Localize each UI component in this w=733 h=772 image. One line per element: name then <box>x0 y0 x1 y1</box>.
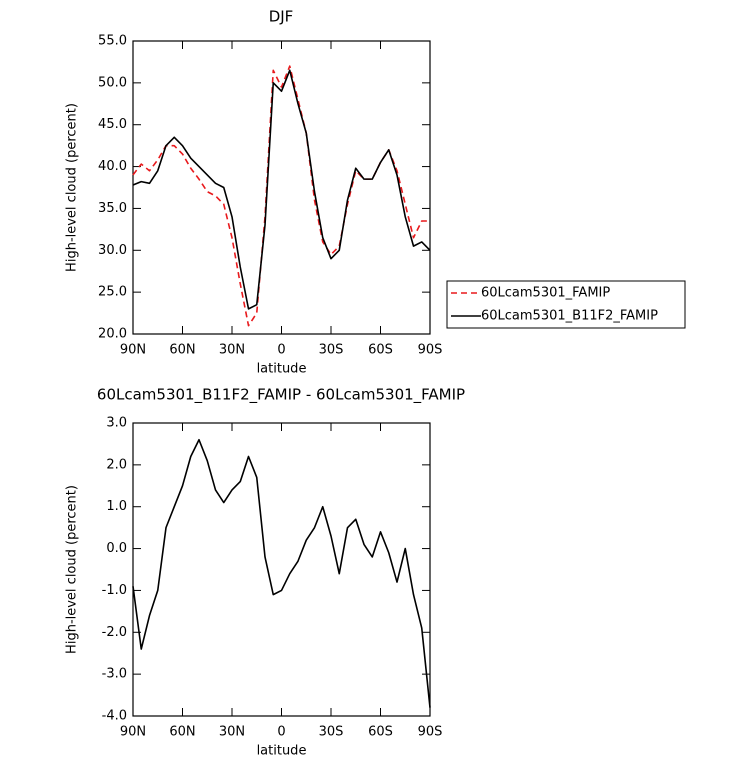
y-tick-label: 45.0 <box>98 117 127 132</box>
chart-title: 60Lcam5301_B11F2_FAMIP - 60Lcam5301_FAMI… <box>97 386 465 405</box>
y-tick-label: -3.0 <box>102 667 127 682</box>
y-tick-label: 0.0 <box>106 541 127 556</box>
y-tick-label: -1.0 <box>102 583 127 598</box>
x-tick-label: 0 <box>277 343 285 358</box>
x-tick-label: 90N <box>120 343 146 358</box>
y-tick-label: 30.0 <box>98 243 127 258</box>
x-tick-label: 60S <box>368 725 393 740</box>
x-tick-label: 30S <box>319 343 344 358</box>
data-line <box>132 69 431 310</box>
chart-title: DJF <box>269 8 294 26</box>
legend-label: 60Lcam5301_B11F2_FAMIP <box>481 309 658 324</box>
y-tick-label: 2.0 <box>106 457 127 472</box>
plot-frame <box>132 422 431 717</box>
x-tick-label: 60S <box>368 343 393 358</box>
x-axis-label: latitude <box>257 362 307 377</box>
legend-label: 60Lcam5301_FAMIP <box>481 286 610 301</box>
x-tick-label: 60N <box>169 725 195 740</box>
data-line <box>132 65 430 327</box>
x-tick-label: 30S <box>319 725 344 740</box>
y-tick-label: 40.0 <box>98 159 127 174</box>
x-tick-label: 90N <box>120 725 146 740</box>
y-tick-label: 3.0 <box>106 416 127 431</box>
y-tick-label: -4.0 <box>102 709 127 724</box>
x-tick-label: 30N <box>219 343 245 358</box>
x-tick-label: 90S <box>418 343 443 358</box>
y-tick-label: 55.0 <box>98 34 127 49</box>
y-tick-label: 20.0 <box>98 327 127 342</box>
data-line <box>132 438 431 708</box>
x-tick-label: 90S <box>418 725 443 740</box>
y-axis-label: High-level cloud (percent) <box>65 485 80 654</box>
y-tick-label: 35.0 <box>98 201 127 216</box>
y-tick-label: 1.0 <box>106 499 127 514</box>
y-tick-label: 25.0 <box>98 285 127 300</box>
y-axis-label: High-level cloud (percent) <box>65 103 80 272</box>
x-tick-label: 30N <box>219 725 245 740</box>
x-tick-label: 0 <box>277 725 285 740</box>
y-tick-label: -2.0 <box>102 625 127 640</box>
legend-box <box>446 280 686 329</box>
x-axis-label: latitude <box>257 744 307 759</box>
x-tick-label: 60N <box>169 343 195 358</box>
y-tick-label: 50.0 <box>98 75 127 90</box>
